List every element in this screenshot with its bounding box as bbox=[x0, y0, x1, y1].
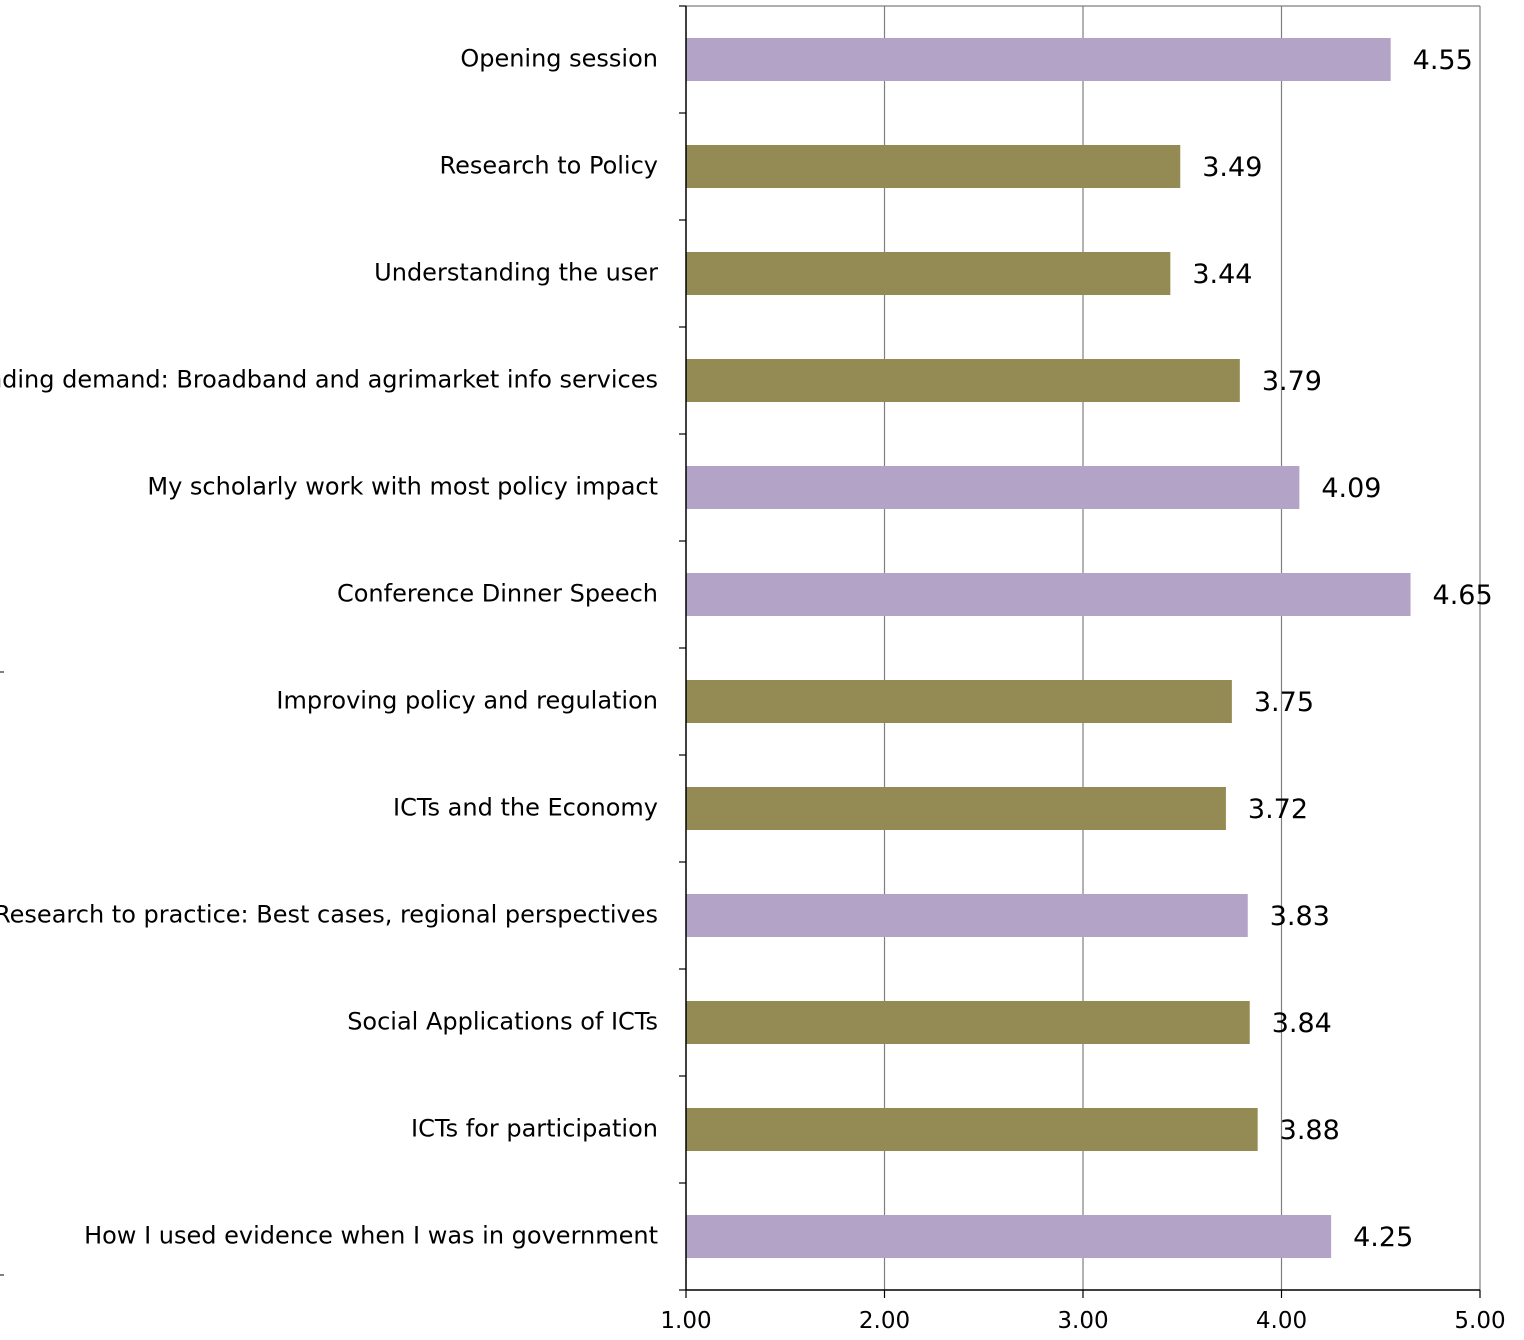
category-label-3: Understanding the user bbox=[374, 259, 658, 287]
category-label-11: ICTs for participation bbox=[411, 1115, 658, 1143]
bar-9 bbox=[686, 894, 1248, 937]
x-tick-label-1.00: 1.00 bbox=[660, 1308, 711, 1334]
category-label-10: Social Applications of ICTs bbox=[347, 1008, 658, 1036]
category-label-1: Opening session bbox=[460, 45, 658, 73]
value-label-2: 3.49 bbox=[1202, 152, 1262, 183]
value-label-7: 3.75 bbox=[1254, 687, 1314, 718]
category-label-8: ICTs and the Economy bbox=[393, 794, 658, 822]
x-tick-label-3.00: 3.00 bbox=[1057, 1308, 1108, 1334]
bar-6 bbox=[686, 573, 1411, 616]
value-label-4: 3.79 bbox=[1262, 366, 1322, 397]
category-label-5: My scholarly work with most policy impac… bbox=[147, 473, 658, 501]
category-label-6: Conference Dinner Speech bbox=[337, 580, 658, 608]
value-label-5: 4.09 bbox=[1321, 473, 1381, 504]
value-label-11: 3.88 bbox=[1280, 1115, 1340, 1146]
value-label-1: 4.55 bbox=[1413, 45, 1473, 76]
value-label-8: 3.72 bbox=[1248, 794, 1308, 825]
x-tick-label-5.00: 5.00 bbox=[1454, 1308, 1505, 1334]
value-label-9: 3.83 bbox=[1270, 901, 1330, 932]
category-label-9: Research to practice: Best cases, region… bbox=[0, 901, 658, 929]
bar-7 bbox=[686, 680, 1232, 723]
value-label-12: 4.25 bbox=[1353, 1222, 1413, 1253]
category-label-2: Research to Policy bbox=[440, 152, 658, 180]
value-label-6: 4.65 bbox=[1433, 580, 1493, 611]
category-label-4: Understanding demand: Broadband and agri… bbox=[0, 366, 658, 394]
bar-12 bbox=[686, 1215, 1332, 1258]
category-label-7: Improving policy and regulation bbox=[276, 687, 658, 715]
category-label-12: How I used evidence when I was in govern… bbox=[84, 1222, 658, 1250]
bar-10 bbox=[686, 1001, 1250, 1044]
bar-4 bbox=[686, 359, 1240, 402]
bar-8 bbox=[686, 787, 1226, 830]
bar-11 bbox=[686, 1108, 1258, 1151]
bar-2 bbox=[686, 145, 1181, 188]
bar-5 bbox=[686, 466, 1300, 509]
bar-1 bbox=[686, 38, 1391, 81]
bar-3 bbox=[686, 252, 1171, 295]
x-tick-label-4.00: 4.00 bbox=[1256, 1308, 1307, 1334]
value-label-3: 3.44 bbox=[1192, 259, 1252, 290]
x-tick-label-2.00: 2.00 bbox=[859, 1308, 910, 1334]
value-label-10: 3.84 bbox=[1272, 1008, 1332, 1039]
